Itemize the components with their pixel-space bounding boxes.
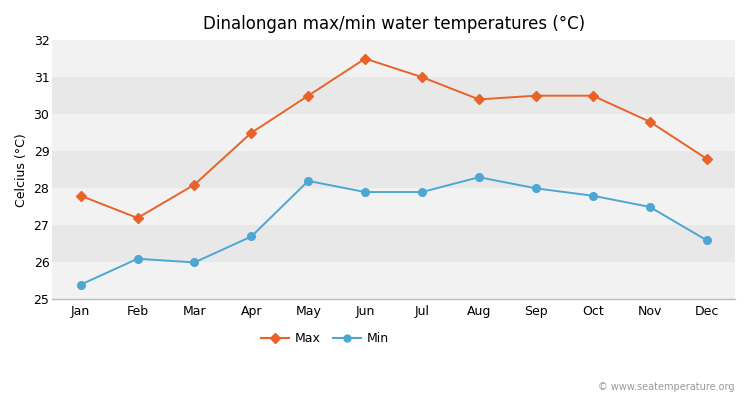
- Bar: [53, 40, 735, 77]
- Legend: Max, Min: Max, Min: [256, 327, 394, 350]
- Bar: [53, 77, 735, 114]
- Bar: [53, 114, 735, 151]
- Bar: [53, 188, 735, 225]
- Title: Dinalongan max/min water temperatures (°C): Dinalongan max/min water temperatures (°…: [202, 15, 585, 33]
- Text: © www.seatemperature.org: © www.seatemperature.org: [598, 382, 735, 392]
- Y-axis label: Celcius (°C): Celcius (°C): [15, 133, 28, 207]
- Bar: [53, 262, 735, 300]
- Bar: [53, 225, 735, 262]
- Bar: [53, 151, 735, 188]
